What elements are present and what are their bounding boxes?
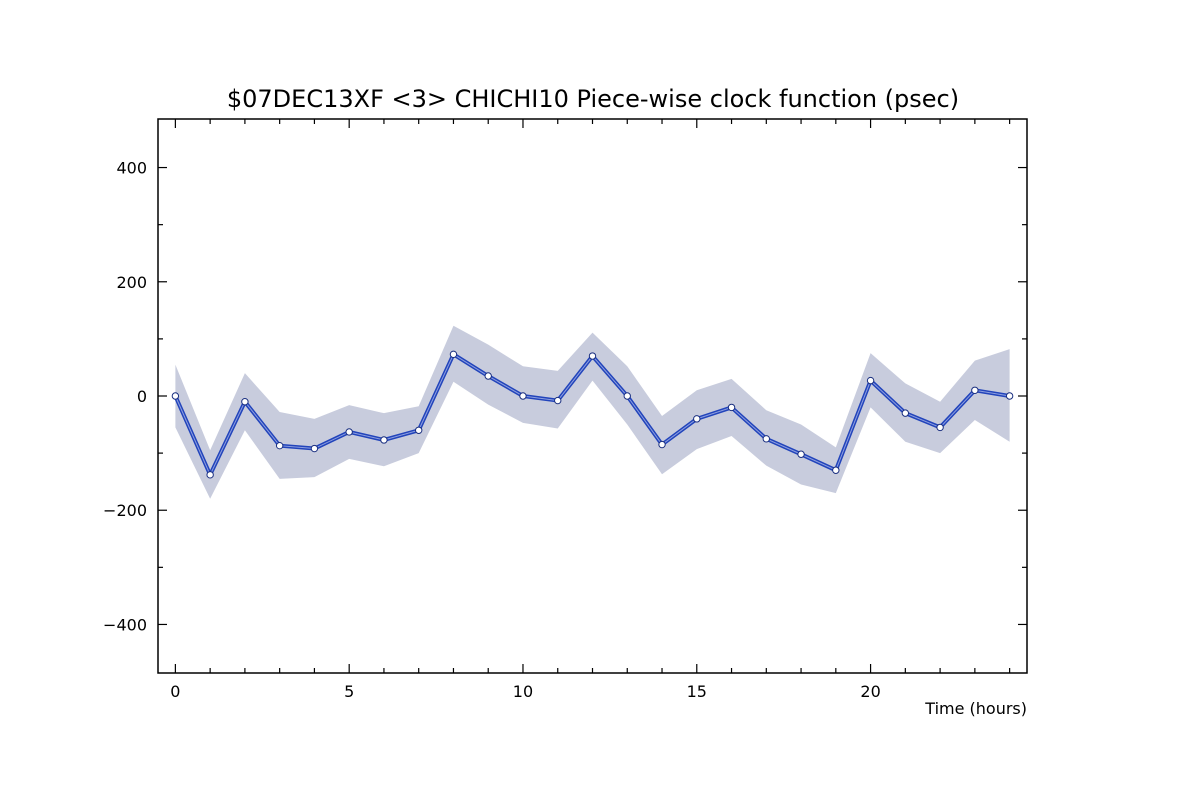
data-point bbox=[936, 423, 944, 432]
data-point bbox=[554, 396, 562, 405]
data-point bbox=[275, 441, 284, 450]
x-tick-label: 20 bbox=[860, 682, 880, 701]
chart-title: $07DEC13XF <3> CHICHI10 Piece-wise clock… bbox=[227, 85, 959, 113]
data-point bbox=[206, 471, 214, 479]
data-point bbox=[693, 415, 701, 423]
data-point bbox=[380, 436, 388, 444]
tick-layer: 0 5 10 15 20 400 200 0 −200 −400 bbox=[103, 119, 1027, 701]
data-point bbox=[449, 350, 458, 359]
data-point-layer bbox=[171, 350, 1014, 479]
data-point bbox=[866, 376, 875, 385]
data-point bbox=[241, 398, 249, 406]
x-tick-label: 10 bbox=[513, 682, 533, 701]
y-tick-label: −400 bbox=[103, 615, 147, 634]
data-point bbox=[623, 392, 631, 400]
data-point bbox=[588, 352, 597, 360]
data-point bbox=[727, 403, 736, 412]
data-point bbox=[1005, 392, 1014, 400]
uncertainty-band-layer bbox=[175, 325, 1010, 499]
data-point bbox=[797, 450, 805, 458]
data-point bbox=[310, 444, 319, 453]
data-point bbox=[415, 426, 423, 434]
y-tick-label: 0 bbox=[137, 387, 147, 406]
data-point bbox=[658, 440, 666, 449]
x-tick-label: 5 bbox=[344, 682, 354, 701]
data-point bbox=[971, 386, 979, 394]
data-point bbox=[519, 392, 527, 400]
y-tick-label: 400 bbox=[116, 159, 147, 178]
y-tick-label: 200 bbox=[116, 273, 147, 292]
x-tick-label: 15 bbox=[687, 682, 707, 701]
x-tick-label: 0 bbox=[170, 682, 180, 701]
data-point bbox=[484, 372, 492, 380]
data-point bbox=[345, 428, 353, 436]
x-axis-label: Time (hours) bbox=[924, 699, 1027, 718]
data-point bbox=[901, 409, 910, 417]
data-point bbox=[832, 466, 840, 474]
data-point bbox=[171, 392, 180, 400]
uncertainty-band bbox=[175, 325, 1010, 499]
data-point bbox=[762, 435, 770, 443]
y-tick-label: −200 bbox=[103, 501, 147, 520]
